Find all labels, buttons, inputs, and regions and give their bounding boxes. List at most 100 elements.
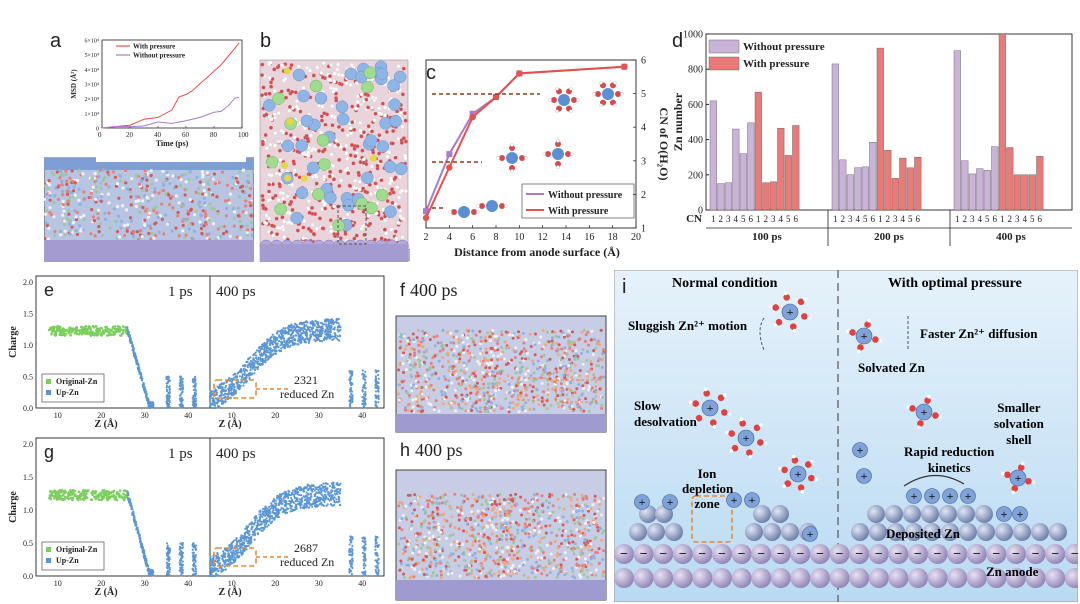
charge-point-up (192, 400, 195, 404)
slab-molecule (241, 168, 246, 172)
charge-point-up (166, 572, 169, 575)
charge-point-up (350, 541, 353, 544)
charge-point-up (309, 493, 313, 496)
charge-y-axis-label: Charge (8, 491, 19, 523)
charge-point-up (350, 390, 354, 393)
water-atom (354, 81, 359, 86)
charge-point-up (315, 321, 318, 325)
charge-point-up (305, 328, 309, 332)
charge-point-up (217, 569, 220, 573)
charge-point-up (165, 400, 168, 403)
water-atom (268, 142, 273, 147)
slab-molecule (236, 180, 240, 184)
charge-point-up (258, 513, 261, 516)
slab-molecule (178, 184, 183, 188)
slab-molecule (194, 190, 198, 194)
charge-point-up (224, 386, 227, 389)
slab-molecule (148, 211, 152, 215)
water-atom (266, 229, 271, 234)
charge-point-up (181, 560, 184, 563)
charge-point-up (336, 328, 339, 331)
charge-point-up (194, 397, 198, 400)
charge-point-up (178, 545, 182, 548)
charge-point-up (326, 482, 329, 486)
charge-point-up (302, 487, 306, 490)
h-atom (613, 80, 617, 85)
charge-point-up (226, 555, 229, 558)
charge-point-up (338, 492, 342, 495)
slab-molecule (153, 187, 157, 191)
slab-molecule (188, 223, 192, 227)
charge-point-up (303, 328, 307, 331)
slab-molecule (64, 172, 68, 177)
water-atom (337, 125, 341, 129)
charge-point-up (211, 569, 214, 572)
water-atom (358, 160, 363, 164)
charge-point-original (106, 497, 110, 500)
slab-molecule (188, 198, 192, 202)
charge-point-up (180, 385, 183, 388)
slab-molecule (117, 235, 122, 239)
h-atom (524, 156, 528, 160)
water-atom (313, 212, 317, 216)
slab-molecule (119, 219, 124, 223)
charge-point-original (71, 498, 74, 502)
charge-point-up (240, 553, 243, 556)
charge-point-up (332, 337, 335, 341)
slab-molecule (219, 224, 224, 229)
water-atom (342, 147, 347, 152)
slab-molecule (53, 230, 57, 234)
water-atom (270, 223, 274, 228)
water-atom (292, 135, 297, 140)
charge-point-up (320, 326, 323, 329)
slab-molecule (181, 223, 185, 228)
charge-point-up (128, 337, 132, 340)
charge-point-up (145, 392, 148, 396)
slab-molecule (79, 215, 83, 219)
slab-molecule (123, 168, 128, 173)
d-bar (717, 183, 725, 211)
a-y-tick-label: 4×10⁴ (85, 68, 99, 74)
water-atom (377, 151, 381, 156)
d-cn-tick-label: 5 (908, 214, 913, 224)
slab-molecule (119, 226, 123, 230)
charge-point-up (299, 504, 302, 507)
water-atom (361, 157, 366, 162)
charge-point-up (362, 546, 365, 549)
charge-point-up (280, 338, 283, 341)
charge-point-up (193, 393, 196, 397)
d-cn-tick-label: 3 (771, 214, 776, 224)
charge-legend-label-up: Up-Zn (56, 556, 79, 565)
d-cn-tick-label: 6 (794, 214, 799, 224)
slab-molecule (135, 230, 139, 234)
charge-point-up (242, 381, 246, 384)
slab-molecule (98, 168, 103, 172)
slab-molecule (44, 184, 47, 188)
charge-point-up (140, 545, 143, 548)
charge-point-up (235, 376, 239, 379)
charge-point-up (333, 321, 336, 324)
zn-cluster-center (558, 94, 570, 106)
a-y-axis-label: MSD (Å²) (70, 69, 78, 99)
charge-point-up (280, 497, 283, 501)
c-y-tick-label: 2 (641, 190, 646, 201)
charge-point-up (191, 548, 194, 551)
charge-point-up (321, 322, 324, 325)
slab-molecule (91, 215, 95, 219)
charge-point-up (167, 564, 170, 567)
charge-point-up (377, 386, 380, 389)
charge-point-up (294, 492, 297, 495)
charge-point-up (167, 386, 171, 389)
charge-point-up (239, 550, 242, 554)
charge-point-up (216, 385, 219, 388)
charge-point-up (326, 329, 330, 332)
water-atom (395, 185, 400, 190)
slab-molecule (115, 204, 120, 209)
charge-point-up (243, 533, 246, 537)
o-atom (499, 203, 505, 209)
water-atom (357, 187, 362, 192)
charge-point-up (376, 564, 379, 567)
charge-point-up (245, 548, 248, 551)
charge-point-original (101, 489, 105, 492)
charge-point-original (62, 331, 65, 334)
